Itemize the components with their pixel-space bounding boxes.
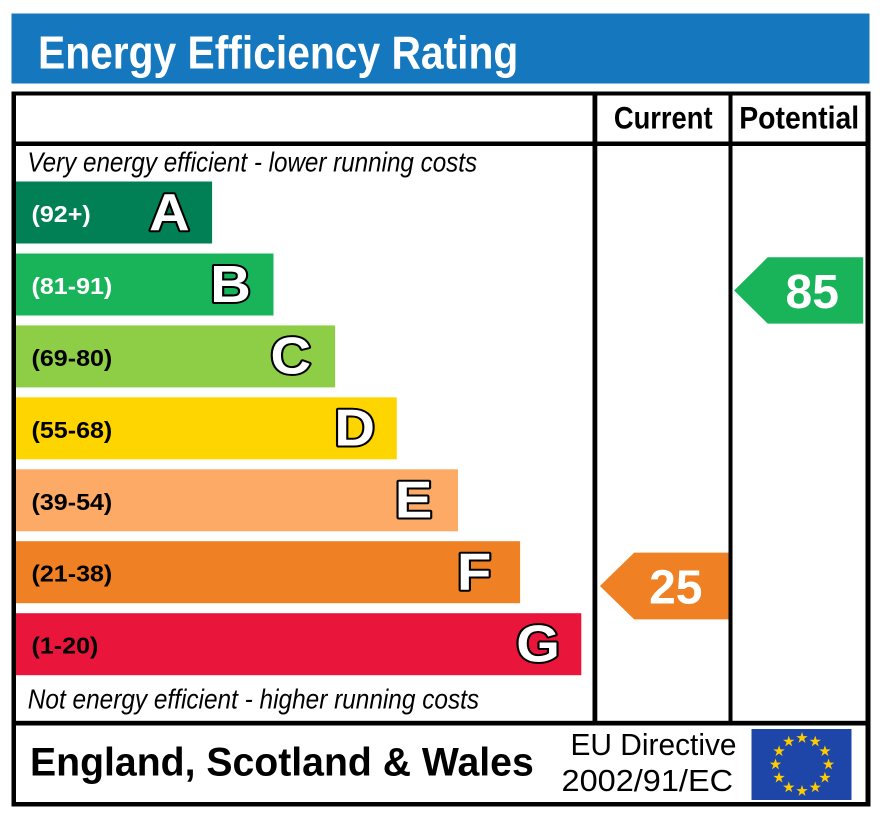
svg-text:G: G bbox=[516, 615, 560, 673]
svg-text:England, Scotland & Wales: England, Scotland & Wales bbox=[30, 740, 534, 784]
svg-text:(55-68): (55-68) bbox=[32, 418, 113, 444]
svg-text:25: 25 bbox=[649, 562, 702, 615]
svg-text:(92+): (92+) bbox=[32, 202, 91, 228]
svg-text:(81-91): (81-91) bbox=[32, 274, 113, 300]
svg-text:Very energy efficient - lower: Very energy efficient - lower running co… bbox=[27, 146, 477, 178]
svg-text:A: A bbox=[149, 184, 190, 242]
svg-text:Energy Efficiency Rating: Energy Efficiency Rating bbox=[38, 27, 518, 79]
svg-text:D: D bbox=[334, 399, 375, 457]
svg-text:C: C bbox=[271, 328, 312, 386]
svg-text:EU Directive: EU Directive bbox=[571, 728, 737, 763]
svg-text:F: F bbox=[457, 543, 491, 601]
svg-text:(21-38): (21-38) bbox=[32, 562, 113, 588]
svg-text:B: B bbox=[210, 256, 251, 314]
svg-text:(39-54): (39-54) bbox=[32, 490, 113, 516]
svg-text:85: 85 bbox=[786, 266, 839, 319]
svg-text:(1-20): (1-20) bbox=[32, 634, 99, 660]
svg-text:Current: Current bbox=[614, 101, 713, 136]
svg-text:Potential: Potential bbox=[739, 101, 859, 136]
svg-text:E: E bbox=[395, 471, 432, 529]
svg-text:(69-80): (69-80) bbox=[32, 346, 113, 372]
svg-text:2002/91/EC: 2002/91/EC bbox=[562, 762, 734, 797]
svg-text:Not energy efficient - higher: Not energy efficient - higher running co… bbox=[28, 683, 479, 715]
